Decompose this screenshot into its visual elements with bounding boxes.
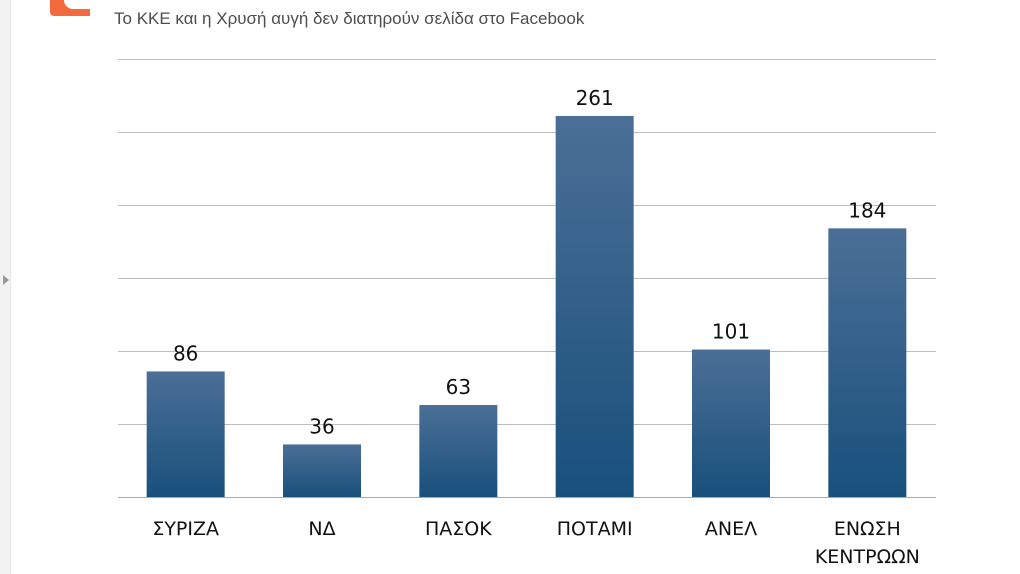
corner-tab-logo [50,0,90,16]
data-label: 101 [712,320,750,344]
category-label: ΕΝΩΣΗ ΚΕΝΤΡΩΩΝ [815,518,920,568]
bar [555,115,634,497]
bar [828,228,907,498]
category-label: ΝΔ [308,518,335,540]
expand-arrow-icon[interactable] [3,275,9,285]
category-label: ΠΟΤΑΜΙ [557,518,633,540]
category-label: ΣΥΡΙΖΑ [152,518,219,540]
bar [283,444,361,497]
bar [146,371,225,497]
data-label: 86 [173,341,198,365]
chart-subtitle: Το ΚΚΕ και η Χρυσή αυγή δεν διατηρούν σε… [114,9,585,28]
category-label: ΠΑΣΟΚ [425,518,492,540]
data-label: 36 [309,414,334,438]
left-edge-strip [0,0,11,574]
data-label: 63 [446,375,471,399]
bar [419,405,498,497]
data-label: 261 [576,86,614,110]
bar [692,349,770,497]
category-label: ΑΝΕΛ [705,518,757,540]
data-label: 184 [848,198,886,222]
